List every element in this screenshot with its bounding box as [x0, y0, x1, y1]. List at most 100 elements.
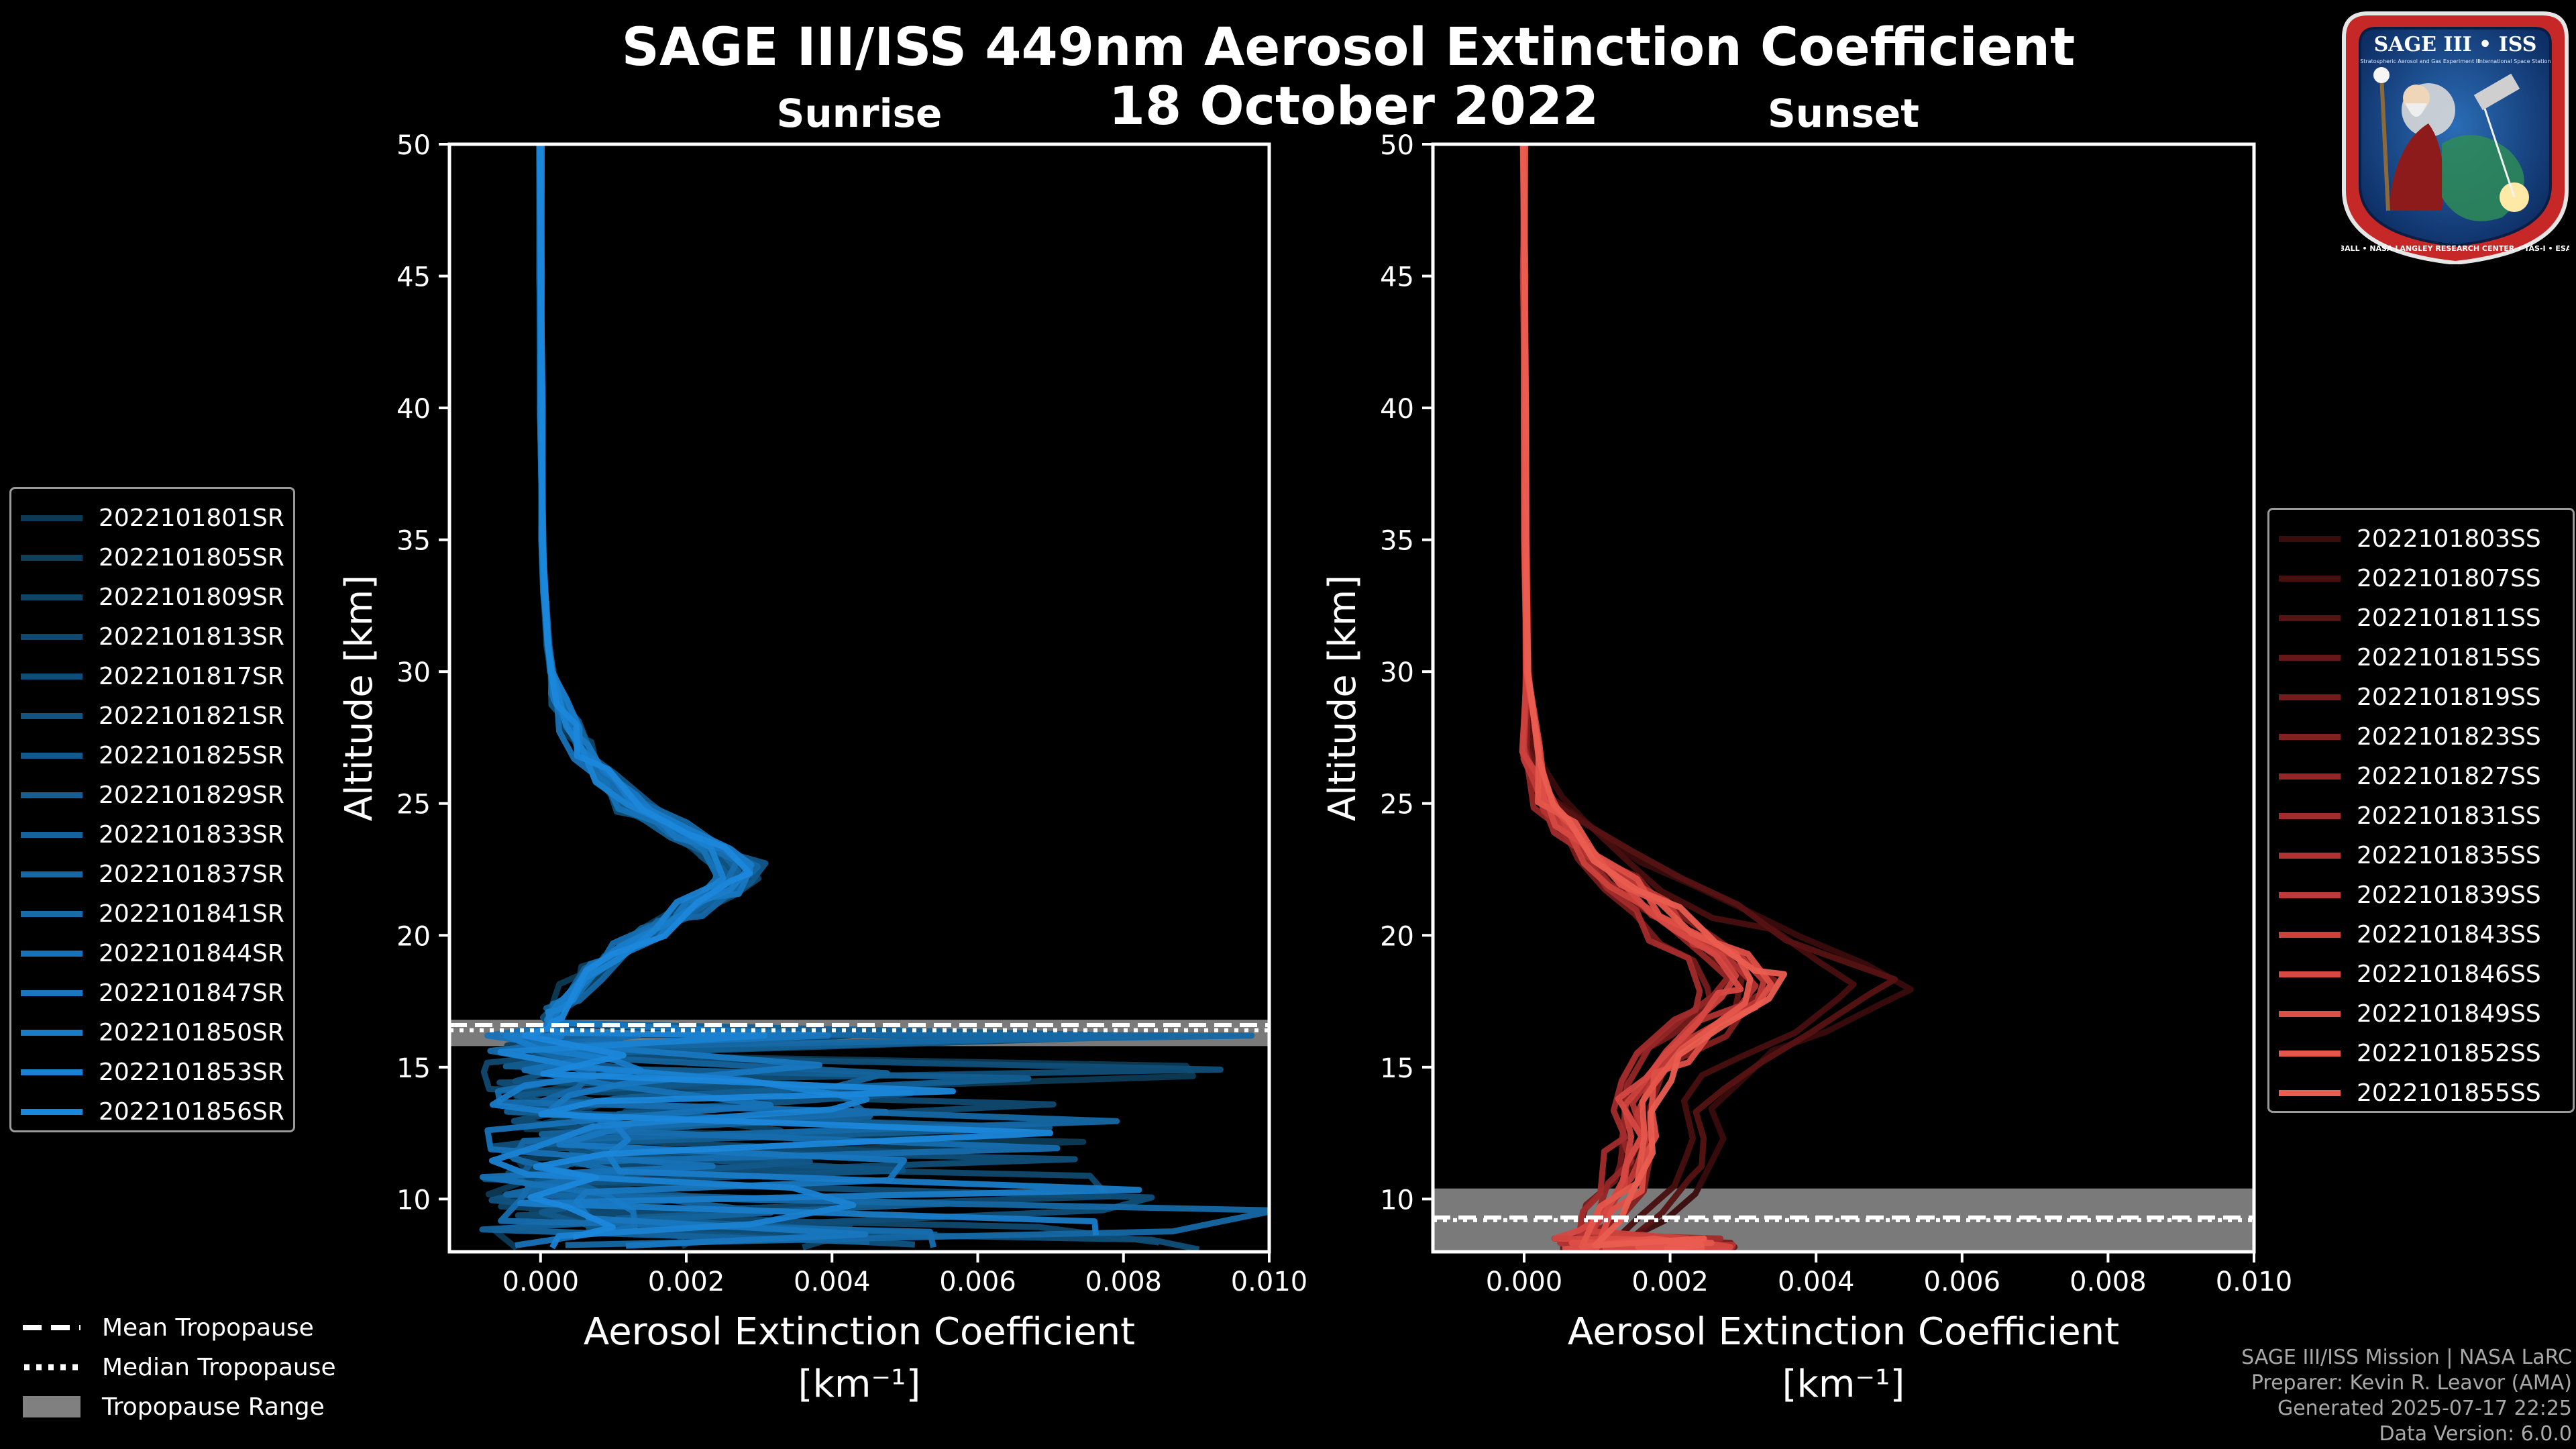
legend-label: 2022101803SS [2357, 525, 2541, 553]
legend-item-2022101849SS: 2022101849SS [2269, 997, 2541, 1030]
legend-item-2022101801SR: 2022101801SR [11, 501, 284, 535]
x-tick-label: 0.006 [1924, 1267, 2001, 1297]
legend-label: 2022101827SS [2357, 762, 2541, 790]
logo-station: International Space Station [2478, 58, 2551, 64]
y-tick-label: 15 [396, 1053, 431, 1084]
x-tick-label: 0.000 [1486, 1267, 1563, 1297]
footer-generated: Generated 2025-07-17 22:25 [2277, 1397, 2572, 1420]
legend-swatch [2279, 654, 2341, 661]
legend-item-2022101811SS: 2022101811SS [2269, 601, 2541, 635]
main-title: SAGE III/ISS 449nm Aerosol Extinction Co… [622, 17, 2076, 78]
dashed-line-icon [23, 1325, 80, 1330]
profile-line-2022101856SR [522, 144, 1054, 1240]
footer-mission: SAGE III/ISS Mission | NASA LaRC [2241, 1346, 2572, 1369]
sunset-panel: 0.000 0.002 0.004 0.006 0.008 0.010 10 15 20 25 30… [1321, 91, 2292, 1406]
legend-label: 2022101813SR [99, 623, 284, 651]
x-axis-label: Aerosol Extinction Coefficient [584, 1310, 1135, 1354]
main-subtitle-date: 18 October 2022 [1109, 76, 1599, 137]
legend-swatch [21, 950, 83, 957]
legend-item-2022101856SR: 2022101856SR [11, 1095, 284, 1128]
legend-swatch [2279, 1089, 2341, 1096]
legend-swatch [2279, 733, 2341, 740]
legend-swatch [2279, 535, 2341, 542]
legend-item-2022101841SR: 2022101841SR [11, 897, 284, 930]
profile-line-2022101815SS [1521, 144, 1746, 1252]
legend-swatch [2279, 1050, 2341, 1057]
y-axis-label: Altitude [km] [337, 575, 381, 821]
legend-swatch [21, 1029, 83, 1036]
y-axis-label: Altitude [km] [1321, 575, 1364, 821]
profile-line-2022101811SS [1520, 144, 1898, 1252]
legend-median-label: Median Tropopause [102, 1353, 336, 1381]
legend-item-2022101819SS: 2022101819SS [2269, 680, 2541, 714]
legend-label: 2022101852SS [2357, 1039, 2541, 1067]
legend-item-2022101807SS: 2022101807SS [2269, 561, 2541, 595]
legend-label: 2022101849SS [2357, 1000, 2541, 1028]
footer-preparer: Preparer: Kevin R. Leavor (AMA) [2251, 1371, 2572, 1395]
legend-label: 2022101853SR [99, 1058, 284, 1086]
x-tick-label: 0.004 [1778, 1267, 1855, 1297]
profile-line-2022101846SS [1520, 144, 1744, 1252]
y-tick-label: 30 [396, 657, 431, 688]
legend-item-2022101839SS: 2022101839SS [2269, 878, 2541, 912]
dotted-line-icon [24, 1364, 80, 1371]
y-tick-label: 10 [1380, 1185, 1414, 1216]
logo-ring-text: BALL • NASA LANGLEY RESEARCH CENTER • TA… [2341, 244, 2569, 253]
legend-label: 2022101829SR [99, 781, 284, 809]
y-tick-label: 40 [396, 394, 431, 425]
legend-label: 2022101839SS [2357, 881, 2541, 909]
legend-item-2022101837SR: 2022101837SR [11, 857, 284, 891]
legend-item-2022101831SS: 2022101831SS [2269, 799, 2541, 833]
legend-label: 2022101821SR [99, 702, 284, 730]
logo-subtitle: Stratospheric Aerosol and Gas Experiment… [2360, 58, 2480, 64]
y-tick-label: 35 [396, 526, 431, 557]
legend-item-2022101827SS: 2022101827SS [2269, 759, 2541, 793]
legend-swatch [21, 633, 83, 640]
profile-line-2022101803SS [1521, 144, 1914, 1252]
legend-item-2022101835SS: 2022101835SS [2269, 839, 2541, 872]
profile-line-2022101807SS [1521, 144, 1857, 1252]
profiles-group [479, 144, 1269, 1252]
legend-swatch [21, 673, 83, 680]
legend-label: 2022101835SS [2357, 841, 2541, 869]
x-tick-label: 0.006 [939, 1267, 1016, 1297]
legend-item-2022101833SR: 2022101833SR [11, 818, 284, 851]
legend-item-2022101829SR: 2022101829SR [11, 778, 284, 812]
y-tick-label: 20 [1380, 921, 1414, 952]
x-axis-unit: [km⁻¹] [798, 1362, 921, 1406]
legend-swatch [2279, 773, 2341, 780]
legend-label: 2022101809SR [99, 583, 284, 611]
legend-label: 2022101819SS [2357, 683, 2541, 711]
x-tick-label: 0.000 [502, 1267, 580, 1297]
legend-swatch [21, 594, 83, 600]
legend-swatch [21, 1108, 83, 1115]
legend-item-2022101850SR: 2022101850SR [11, 1016, 284, 1049]
y-tick-label: 25 [1380, 790, 1414, 820]
legend-median-tropopause: Median Tropopause [23, 1348, 336, 1387]
legend-swatch [2279, 971, 2341, 977]
legend-item-2022101803SS: 2022101803SS [2269, 522, 2541, 555]
legend-label: 2022101833SR [99, 820, 284, 849]
y-tick-label: 40 [1380, 394, 1414, 425]
y-tick-label: 20 [396, 921, 431, 952]
legend-swatch [21, 989, 83, 996]
sunrise-panel: 0.000 0.002 0.004 0.006 0.008 0.010 10 15 20 25 30… [337, 91, 1307, 1406]
x-tick-label: 0.010 [2216, 1267, 2293, 1297]
legend-item-2022101855SS: 2022101855SS [2269, 1076, 2541, 1110]
plot-frame [447, 142, 1271, 1254]
legend-label: 2022101841SR [99, 900, 284, 928]
legend-swatch [2279, 892, 2341, 898]
gray-band-icon [23, 1396, 80, 1417]
y-tick-label: 35 [1380, 526, 1414, 557]
legend-swatch [21, 712, 83, 719]
plot-frame [1431, 142, 2256, 1254]
legend-label: 2022101846SS [2357, 960, 2541, 988]
x-tick-label: 0.008 [1085, 1267, 1162, 1297]
legend-item-2022101821SR: 2022101821SR [11, 699, 284, 733]
legend-label: 2022101823SS [2357, 722, 2541, 751]
panel-title: Sunset [1768, 91, 1919, 136]
legend-label: 2022101855SS [2357, 1079, 2541, 1107]
logo-top-text: SAGE III • ISS [2374, 33, 2537, 56]
legend-item-2022101823SS: 2022101823SS [2269, 720, 2541, 753]
legend-swatch [21, 752, 83, 759]
